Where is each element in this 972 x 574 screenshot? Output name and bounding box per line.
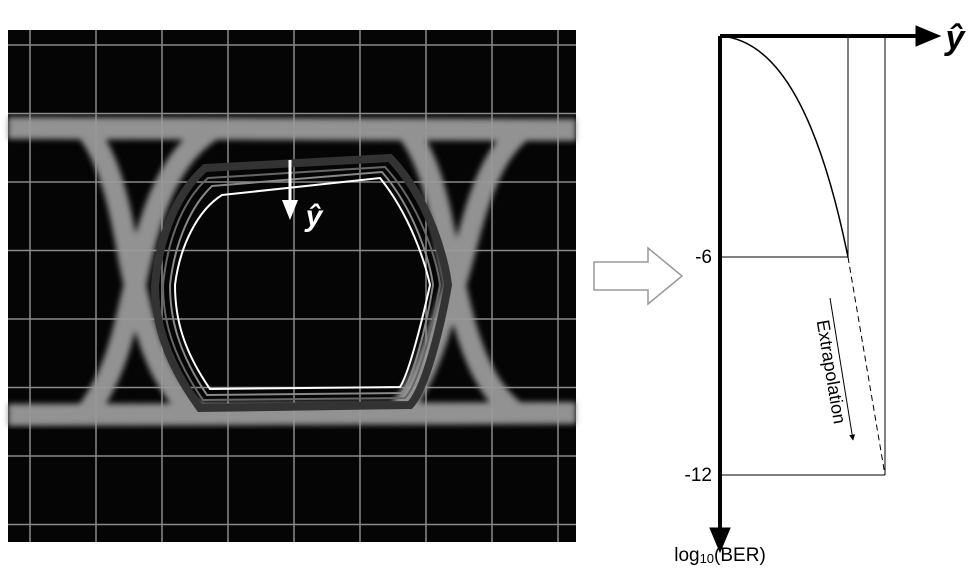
- annotation: Extrapolation: [813, 318, 850, 425]
- figure: ŷ ŷ -6 -12 log10(BER) Extrapolation: [0, 0, 972, 574]
- transition-arrow: [594, 248, 682, 304]
- eye-background: [8, 30, 576, 542]
- tick-label: -12: [685, 465, 712, 486]
- label-subscript: 10: [700, 551, 714, 566]
- eye-diagram: ŷ: [8, 30, 576, 542]
- ber-curve: [720, 36, 848, 257]
- extrapolation-line: [848, 257, 885, 475]
- label-base: log: [674, 545, 699, 566]
- x-axis-label: ŷ: [944, 19, 967, 57]
- y-axis-label: log10(BER): [674, 545, 766, 566]
- label-rest: (BER): [714, 545, 766, 566]
- ber-plot: [710, 26, 940, 552]
- x-axis-head: [916, 26, 940, 46]
- eye-arrow-label: ŷ: [304, 200, 324, 233]
- tick-label: -6: [695, 247, 712, 268]
